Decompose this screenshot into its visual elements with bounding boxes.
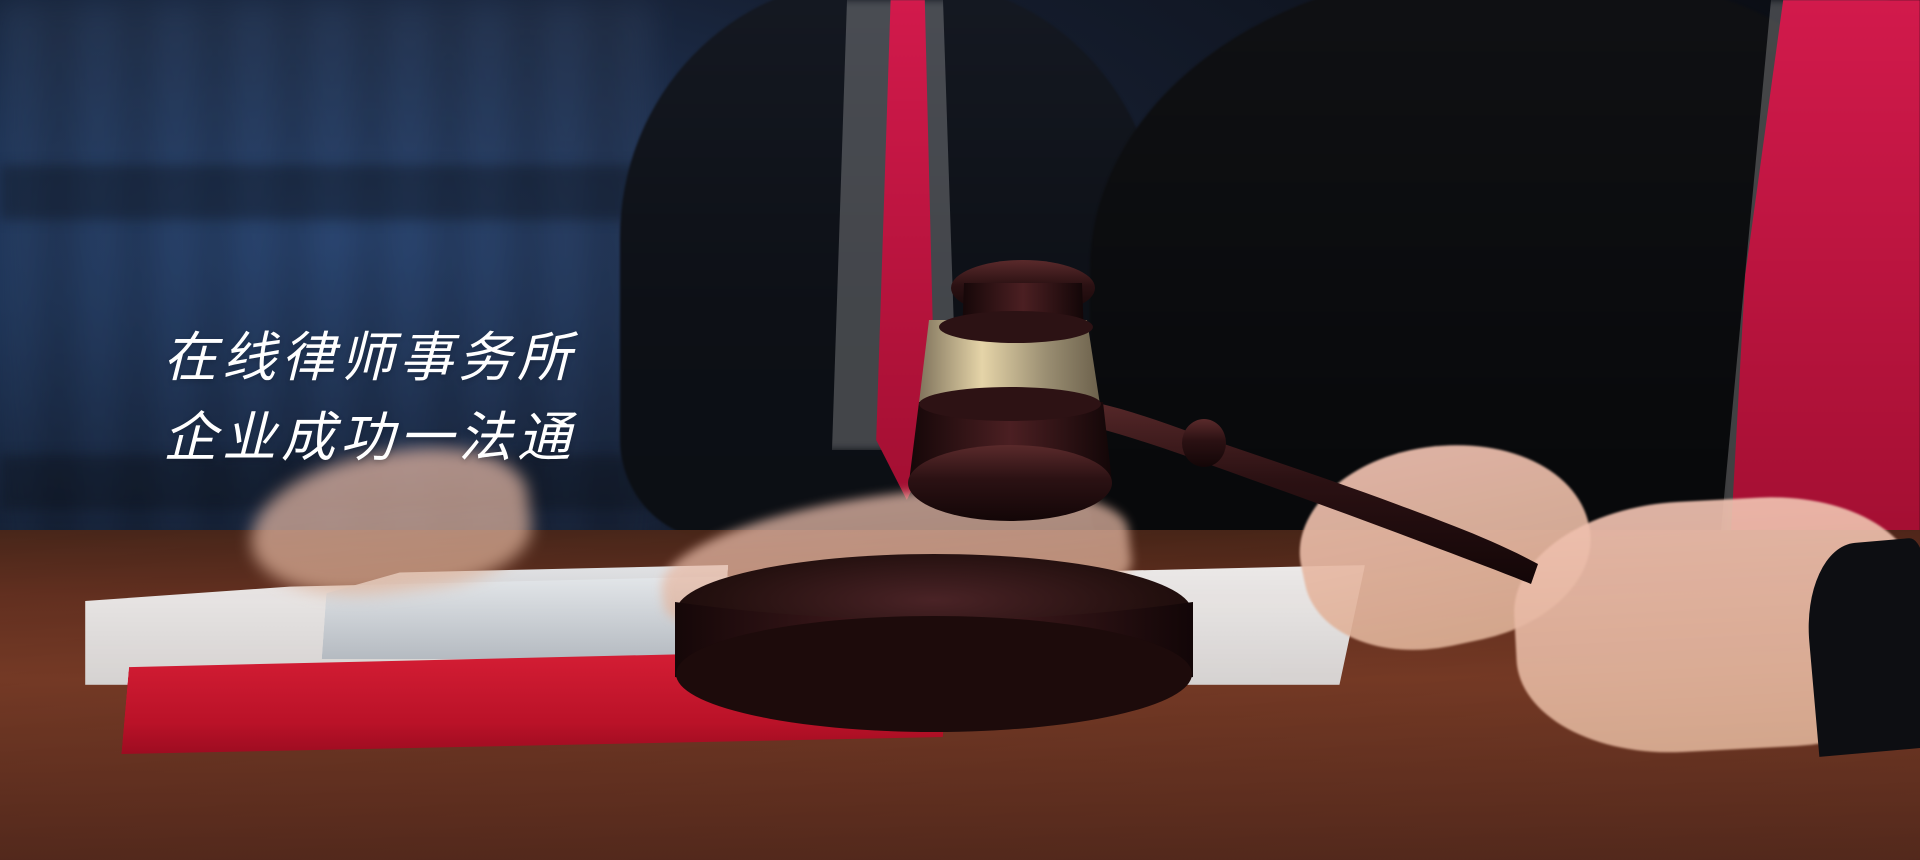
gavel-illustration	[675, 260, 1538, 732]
hero-headline: 在线律师事务所 企业成功一法通	[163, 318, 683, 478]
gavel-icon	[675, 240, 1600, 732]
background-bookshelf	[0, 0, 650, 560]
hero-headline-line-1: 在线律师事务所	[163, 326, 576, 389]
bookshelf-shadow-top	[0, 165, 650, 220]
hero-headline-line-2: 企业成功一法通	[163, 406, 576, 469]
